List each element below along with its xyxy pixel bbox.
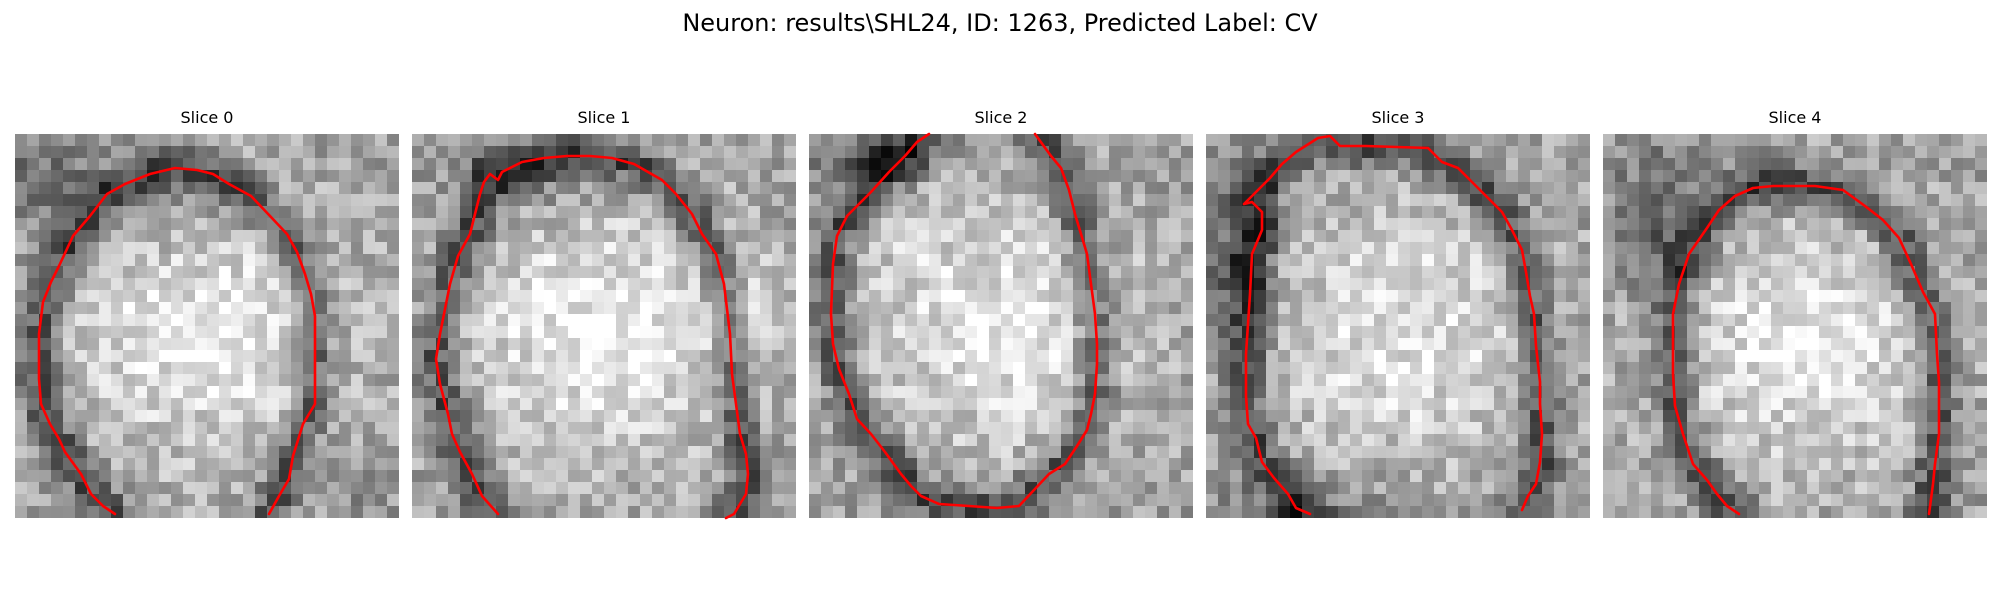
slice-image	[1603, 134, 1987, 518]
figure-title: Neuron: results\SHL24, ID: 1263, Predict…	[682, 9, 1318, 37]
segmentation-contour	[37, 166, 317, 516]
contour-overlay	[434, 154, 750, 520]
contour-overlay	[37, 166, 317, 516]
slice-panel: Slice 2	[809, 108, 1193, 524]
slice-panel: Slice 3	[1206, 108, 1590, 524]
contour-overlay	[829, 132, 1099, 510]
segmentation-contour	[1671, 184, 1941, 516]
slice-title: Slice 4	[1768, 108, 1822, 127]
slice-panel: Slice 4	[1603, 108, 1987, 524]
slice-image	[412, 134, 796, 518]
slice-image	[15, 134, 399, 518]
slice-title: Slice 1	[577, 108, 631, 127]
segmentation-contour	[1242, 134, 1544, 516]
segmentation-contour	[434, 154, 750, 520]
contour-overlay	[1671, 184, 1941, 516]
slice-image	[1206, 134, 1590, 518]
segmentation-contour	[829, 132, 1099, 510]
slice-image	[809, 134, 1193, 518]
slice-title: Slice 2	[974, 108, 1028, 127]
slice-title: Slice 3	[1371, 108, 1425, 127]
slice-title: Slice 0	[180, 108, 234, 127]
slice-panel: Slice 1	[412, 108, 796, 524]
slice-panel: Slice 0	[15, 108, 399, 524]
contour-overlay	[1242, 134, 1544, 516]
